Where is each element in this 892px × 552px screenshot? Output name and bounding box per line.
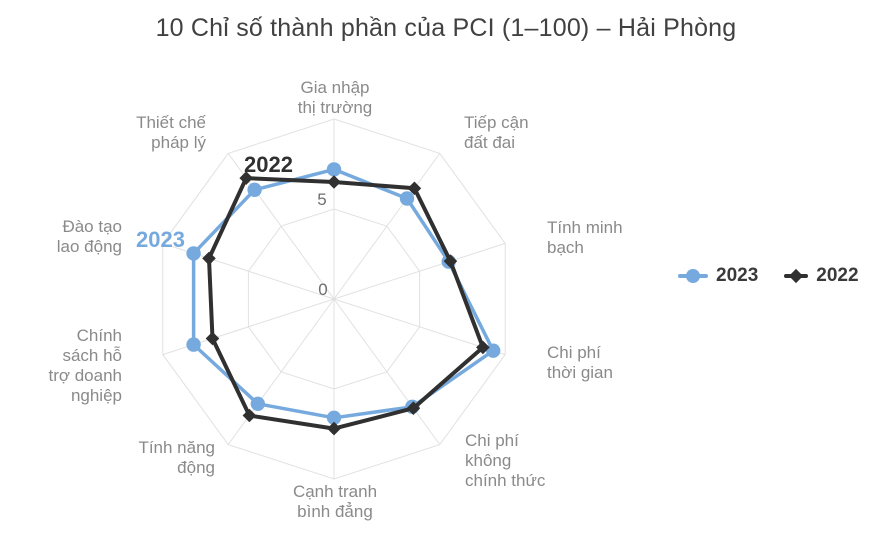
legend: 2023 2022	[678, 265, 859, 287]
series-2022-point-1[interactable]	[407, 181, 422, 196]
series-2023-point-8[interactable]	[186, 246, 201, 261]
axis-label-tiep-can-dat-dai: Tiếp cận đất đai	[464, 113, 529, 153]
series-2023-point-5[interactable]	[326, 410, 342, 425]
chart-title: 10 Chỉ số thành phần của PCI (1–100) – H…	[155, 14, 737, 42]
axis-label-tinh-minh-bach: Tính minh bạch	[547, 218, 623, 258]
series-2022-point-0[interactable]	[327, 175, 341, 189]
series-2023-point-6[interactable]	[250, 396, 265, 411]
series-2022-point-9[interactable]	[239, 171, 253, 185]
radar-ring-5	[247, 208, 421, 390]
series-2022-point-8[interactable]	[202, 251, 216, 266]
legend-label-2022: 2022	[816, 265, 859, 286]
series-2022-point-6[interactable]	[242, 408, 257, 423]
axis-label-gia-nhap-thi-truong: Gia nhập thị trường	[297, 78, 373, 118]
axis-label-chi-phi-thoi-gian: Chi phí thời gian	[547, 343, 613, 383]
legend-circle-marker-icon	[678, 269, 708, 283]
series-2023-point-9[interactable]	[247, 182, 262, 197]
series-2022-point-5[interactable]	[327, 421, 341, 436]
series-2023-point-0[interactable]	[326, 162, 342, 177]
radial-tick-0: 0	[318, 280, 328, 299]
radar-ring-10	[162, 118, 506, 480]
radial-tick-5: 5	[317, 190, 327, 209]
legend-diamond-marker-icon	[784, 268, 809, 284]
legend-label-2023: 2023	[716, 265, 759, 286]
series-2022-point-3[interactable]	[476, 340, 490, 355]
series-2022-point-2[interactable]	[443, 254, 458, 268]
series-annotation-2022: 2022	[244, 152, 293, 177]
series-annotation-2023: 2023	[136, 227, 185, 252]
series-2022-point-4[interactable]	[406, 401, 421, 415]
series-2023-point-3[interactable]	[486, 343, 501, 358]
series-2023-line	[191, 167, 495, 420]
series-2022-point-7[interactable]	[205, 331, 220, 346]
legend-item-2023[interactable]: 2023	[678, 265, 758, 287]
legend-item-2022[interactable]: 2022	[784, 265, 859, 287]
series-2023-point-7[interactable]	[186, 337, 201, 352]
axis-label-canh-tranh-binh-dang: Cạnh tranh bình đẳng	[292, 482, 378, 522]
series-2023-point-1[interactable]	[399, 191, 415, 206]
axis-label-tinh-nang-dong: Tính năng động	[138, 438, 215, 478]
axis-label-chi-phi-khong-chinh-thuc: Chi phí không chính thức	[465, 431, 546, 491]
axis-label-chinh-sach-ho-tro-doanh-nghiep: Chính sách hỗ trợ doanh nghiệp	[48, 326, 122, 406]
axis-label-thiet-che-phap-ly: Thiết chế pháp lý	[136, 113, 206, 153]
axis-label-dao-tao-lao-dong: Đào tạo lao động	[56, 217, 122, 257]
